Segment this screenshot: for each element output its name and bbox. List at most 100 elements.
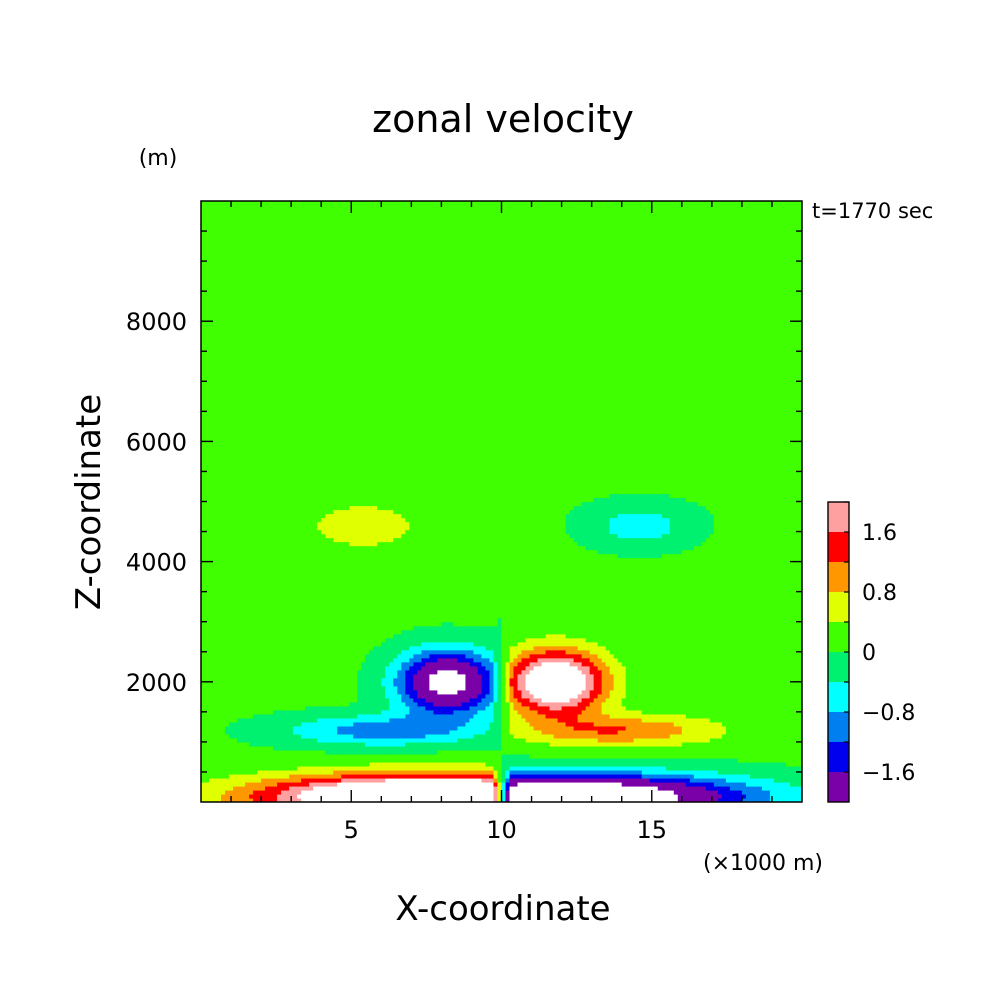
field-cell	[213, 749, 218, 755]
field-cell	[221, 605, 226, 611]
field-cell	[325, 713, 330, 719]
field-cell	[257, 405, 262, 410]
field-cell	[309, 205, 314, 210]
field-cell	[241, 201, 246, 206]
field-cell	[253, 701, 258, 707]
field-cell	[205, 597, 210, 603]
field-cell	[329, 237, 334, 242]
field-cell	[281, 681, 286, 687]
field-cell	[241, 529, 246, 535]
field-cell	[321, 357, 326, 362]
field-cell	[209, 293, 214, 298]
field-cell	[241, 433, 246, 438]
field-cell	[293, 669, 298, 675]
field-cell	[313, 257, 318, 262]
field-cell	[265, 705, 270, 711]
field-cell	[221, 745, 226, 751]
field-cell	[257, 213, 262, 218]
field-cell	[237, 373, 242, 378]
field-cell	[217, 385, 222, 390]
field-cell	[313, 625, 318, 631]
field-cell	[253, 745, 258, 751]
field-cell	[325, 201, 330, 206]
field-cell	[269, 561, 274, 567]
field-cell	[329, 641, 334, 647]
field-cell	[313, 481, 318, 487]
field-cell	[317, 281, 322, 286]
field-cell	[261, 553, 266, 559]
field-cell	[269, 533, 274, 539]
field-cell	[249, 237, 254, 242]
field-cell	[201, 209, 206, 214]
field-cell	[285, 365, 290, 370]
field-cell	[213, 433, 218, 438]
field-cell	[329, 597, 334, 603]
field-cell	[201, 253, 206, 258]
field-cell	[209, 281, 214, 286]
field-cell	[241, 685, 246, 691]
field-cell	[313, 609, 318, 615]
field-cell	[273, 745, 278, 751]
field-cell	[277, 409, 282, 414]
field-cell	[249, 749, 254, 755]
field-cell	[209, 465, 214, 471]
field-cell	[209, 721, 214, 727]
field-cell	[329, 589, 334, 595]
field-cell	[297, 417, 302, 422]
field-cell	[209, 609, 214, 615]
field-cell	[289, 281, 294, 286]
field-cell	[225, 749, 230, 755]
field-cell	[205, 593, 210, 599]
field-cell	[313, 337, 318, 342]
field-cell	[277, 617, 282, 623]
field-cell	[333, 777, 338, 783]
field-cell	[221, 221, 226, 226]
field-cell	[253, 649, 258, 655]
field-cell	[309, 557, 314, 563]
field-cell	[221, 609, 226, 615]
field-cell	[257, 273, 262, 278]
field-cell	[225, 449, 230, 455]
field-cell	[241, 369, 246, 374]
field-cell	[233, 385, 238, 390]
field-cell	[249, 529, 254, 535]
field-cell	[245, 265, 250, 270]
field-cell	[305, 305, 310, 310]
field-cell	[237, 365, 242, 370]
field-cell	[205, 313, 210, 318]
field-cell	[265, 265, 270, 270]
field-cell	[309, 245, 314, 250]
time-label: t=1770 sec	[812, 199, 933, 223]
field-cell	[237, 425, 242, 430]
field-cell	[325, 337, 330, 342]
field-cell	[285, 401, 290, 406]
field-cell	[245, 629, 250, 635]
field-cell	[277, 413, 282, 418]
field-cell	[209, 409, 214, 414]
field-cell	[305, 753, 310, 759]
field-cell	[313, 577, 318, 583]
field-cell	[201, 445, 206, 451]
field-cell	[201, 637, 206, 643]
field-cell	[317, 673, 322, 679]
field-cell	[205, 605, 210, 611]
field-cell	[205, 733, 210, 739]
field-cell	[213, 469, 218, 475]
field-cell	[293, 565, 298, 571]
field-cell	[233, 545, 238, 551]
field-cell	[253, 553, 258, 559]
field-cell	[301, 473, 306, 479]
field-cell	[253, 609, 258, 615]
field-cell	[229, 713, 234, 719]
field-cell	[269, 541, 274, 547]
field-cell	[301, 613, 306, 619]
field-cell	[261, 509, 266, 515]
field-cell	[265, 285, 270, 290]
field-cell	[329, 405, 334, 410]
field-cell	[293, 561, 298, 567]
field-cell	[301, 277, 306, 282]
field-cell	[249, 761, 254, 767]
field-cell	[241, 489, 246, 495]
field-cell	[301, 509, 306, 515]
field-cell	[325, 285, 330, 290]
